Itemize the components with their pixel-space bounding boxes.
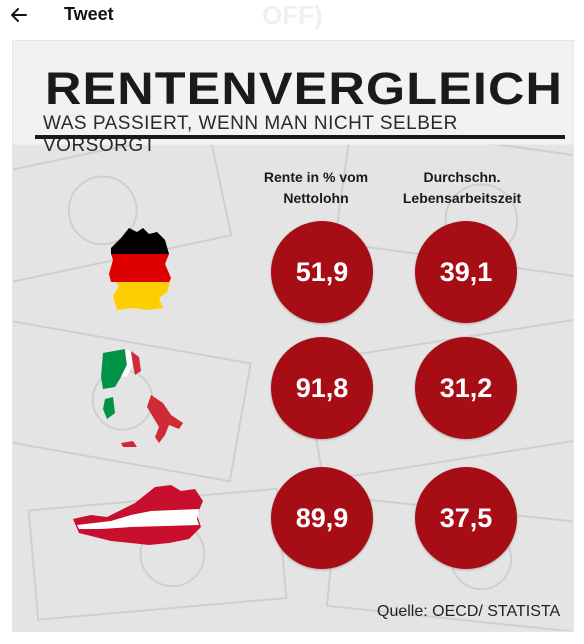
lebensarbeitszeit-value-italy: 31,2: [415, 337, 517, 439]
title-underline: [35, 135, 565, 139]
column-header-rente: Rente in % vom Nettolohn: [263, 169, 369, 206]
page-title: Tweet: [64, 4, 114, 24]
tweet-image[interactable]: RENTENVERGLEICH WAS PASSIERT, WENN MAN N…: [12, 40, 574, 632]
rente-value-germany: 51,9: [271, 221, 373, 323]
germany-flag-map-icon: [109, 228, 171, 310]
background-watermark-text: OFF): [262, 0, 323, 30]
rente-value-austria: 89,9: [271, 467, 373, 569]
infographic-title: RENTENVERGLEICH: [45, 63, 564, 114]
italy-flag-map-icon: [101, 348, 183, 447]
back-arrow-icon[interactable]: [8, 4, 30, 26]
lebensarbeitszeit-value-germany: 39,1: [415, 221, 517, 323]
column-header-lebensarbeitszeit: Durchschn. Lebensarbeitszeit: [402, 169, 522, 206]
rente-value-italy: 91,8: [271, 337, 373, 439]
source-caption: Quelle: OECD/ STATISTA: [377, 603, 561, 620]
top-bar: Tweet OFF): [0, 0, 584, 34]
lebensarbeitszeit-value-austria: 37,5: [415, 467, 517, 569]
infographic-subtitle: WAS PASSIERT, WENN MAN NICHT SELBER VORS…: [43, 113, 458, 156]
austria-flag-map-icon: [73, 485, 203, 545]
